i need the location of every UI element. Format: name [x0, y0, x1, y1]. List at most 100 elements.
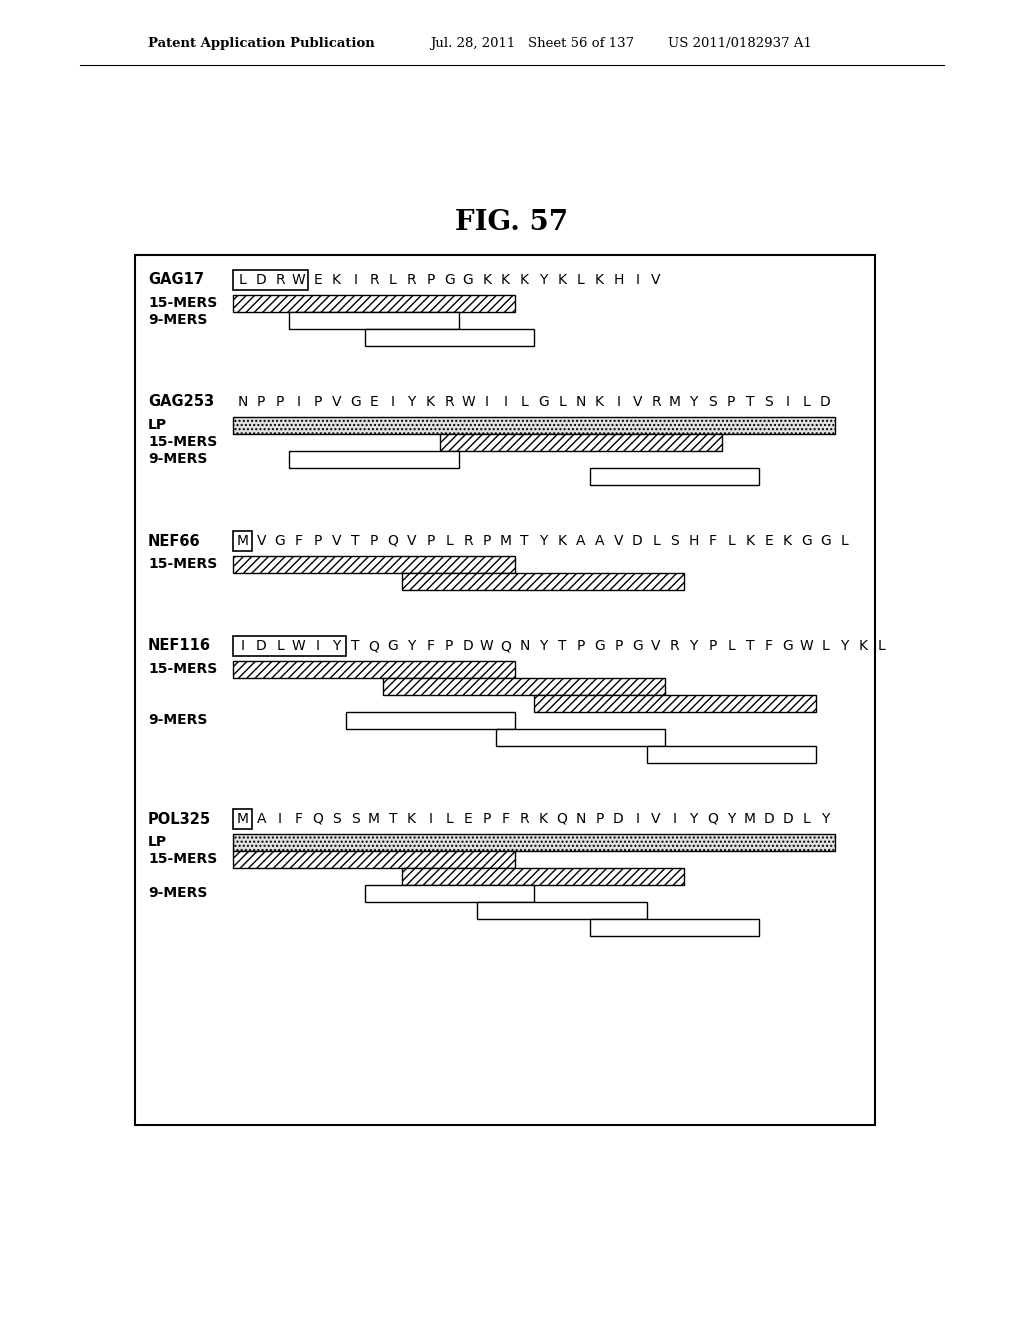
- Text: F: F: [426, 639, 434, 653]
- Text: Y: Y: [727, 812, 735, 826]
- Text: M: M: [744, 812, 756, 826]
- Text: G: G: [274, 535, 286, 548]
- Text: GAG253: GAG253: [148, 395, 214, 409]
- Bar: [590, 919, 760, 936]
- Bar: [346, 711, 515, 729]
- Text: P: P: [313, 395, 322, 409]
- Text: L: L: [445, 812, 453, 826]
- Bar: [233, 531, 252, 552]
- Text: V: V: [633, 395, 642, 409]
- Text: Y: Y: [840, 639, 848, 653]
- Text: N: N: [519, 639, 529, 653]
- Text: P: P: [257, 395, 265, 409]
- Text: G: G: [387, 639, 398, 653]
- Text: 15-MERS: 15-MERS: [148, 296, 217, 310]
- Text: L: L: [727, 639, 735, 653]
- Text: I: I: [315, 639, 319, 653]
- Text: V: V: [332, 395, 341, 409]
- Text: L: L: [652, 535, 659, 548]
- Text: LP: LP: [148, 418, 167, 432]
- Text: Q: Q: [387, 535, 398, 548]
- Text: N: N: [575, 812, 586, 826]
- Text: N: N: [238, 395, 248, 409]
- Bar: [233, 660, 515, 677]
- Bar: [402, 867, 684, 884]
- Text: GAG17: GAG17: [148, 272, 204, 288]
- Text: I: I: [635, 273, 639, 286]
- Text: T: T: [388, 812, 397, 826]
- Text: D: D: [820, 395, 830, 409]
- Text: L: L: [445, 535, 453, 548]
- Text: NEF66: NEF66: [148, 533, 201, 549]
- Text: Q: Q: [369, 639, 380, 653]
- Bar: [233, 636, 346, 656]
- Text: V: V: [651, 812, 660, 826]
- Text: 9-MERS: 9-MERS: [148, 886, 208, 900]
- Text: P: P: [595, 812, 604, 826]
- Text: R: R: [407, 273, 417, 286]
- Bar: [233, 809, 252, 829]
- Text: E: E: [313, 273, 322, 286]
- Text: D: D: [782, 812, 793, 826]
- Text: G: G: [350, 395, 360, 409]
- Text: T: T: [351, 535, 359, 548]
- Text: T: T: [745, 639, 755, 653]
- Text: I: I: [428, 812, 432, 826]
- Text: K: K: [745, 535, 755, 548]
- Text: 9-MERS: 9-MERS: [148, 313, 208, 327]
- Text: T: T: [351, 639, 359, 653]
- Text: Y: Y: [689, 639, 697, 653]
- Bar: [439, 433, 722, 450]
- Text: P: P: [709, 639, 717, 653]
- Text: Y: Y: [408, 639, 416, 653]
- Text: I: I: [241, 639, 245, 653]
- Text: W: W: [292, 639, 306, 653]
- Text: P: P: [614, 639, 623, 653]
- Text: 15-MERS: 15-MERS: [148, 557, 217, 572]
- Bar: [365, 329, 534, 346]
- Text: Q: Q: [707, 812, 718, 826]
- Text: L: L: [520, 395, 528, 409]
- Text: I: I: [673, 812, 677, 826]
- Text: Y: Y: [539, 273, 548, 286]
- Text: L: L: [878, 639, 886, 653]
- Text: M: M: [237, 535, 249, 548]
- Text: D: D: [256, 273, 266, 286]
- Text: D: D: [256, 639, 266, 653]
- Text: L: L: [803, 812, 810, 826]
- Text: Jul. 28, 2011   Sheet 56 of 137: Jul. 28, 2011 Sheet 56 of 137: [430, 37, 634, 49]
- Text: 9-MERS: 9-MERS: [148, 713, 208, 727]
- Text: T: T: [745, 395, 755, 409]
- Text: R: R: [370, 273, 379, 286]
- Text: H: H: [688, 535, 698, 548]
- Text: R: R: [519, 812, 529, 826]
- Text: L: L: [558, 395, 566, 409]
- Text: G: G: [632, 639, 643, 653]
- Text: P: P: [577, 639, 585, 653]
- Text: G: G: [820, 535, 830, 548]
- Text: K: K: [595, 273, 604, 286]
- Text: 15-MERS: 15-MERS: [148, 851, 217, 866]
- Text: I: I: [278, 812, 282, 826]
- Text: Y: Y: [539, 535, 548, 548]
- Text: NEF116: NEF116: [148, 639, 211, 653]
- Text: V: V: [651, 639, 660, 653]
- Text: E: E: [765, 535, 773, 548]
- Text: S: S: [351, 812, 359, 826]
- Text: I: I: [616, 395, 621, 409]
- Text: P: P: [445, 639, 454, 653]
- Text: E: E: [464, 812, 472, 826]
- Text: L: L: [239, 273, 247, 286]
- Text: R: R: [444, 395, 454, 409]
- Bar: [497, 729, 666, 746]
- Text: P: P: [426, 273, 434, 286]
- Bar: [383, 677, 666, 694]
- Text: G: G: [463, 273, 473, 286]
- Text: 15-MERS: 15-MERS: [148, 436, 217, 449]
- Text: D: D: [613, 812, 624, 826]
- Bar: [290, 450, 459, 467]
- Text: R: R: [463, 535, 473, 548]
- Text: I: I: [785, 395, 790, 409]
- Text: A: A: [577, 535, 586, 548]
- Text: V: V: [651, 273, 660, 286]
